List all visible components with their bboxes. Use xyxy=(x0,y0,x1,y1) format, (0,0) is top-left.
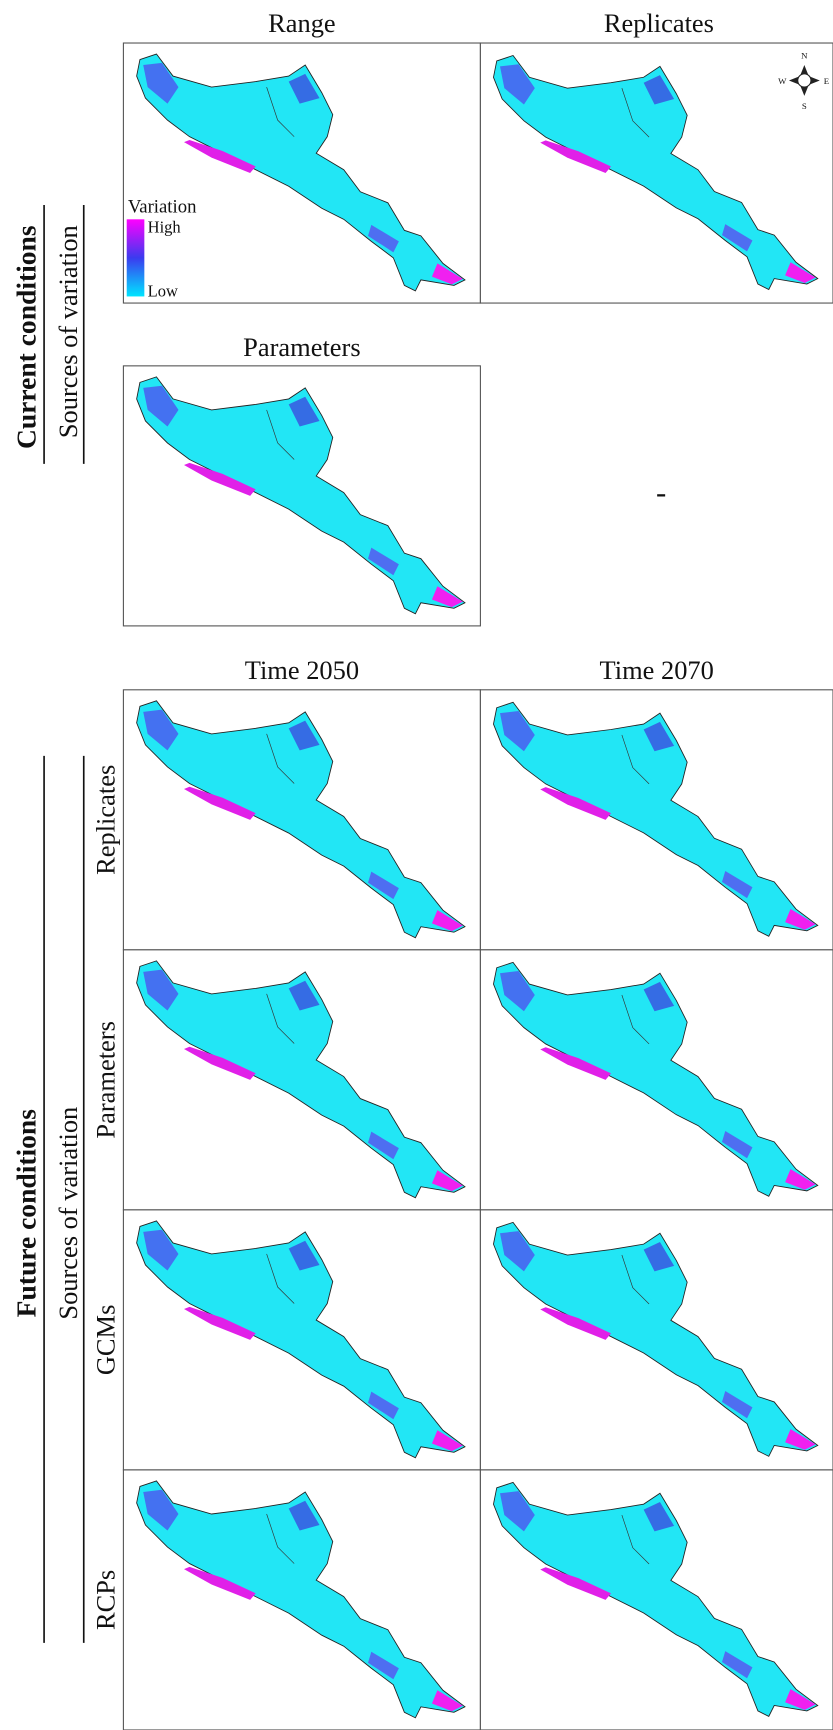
column-title: Time 2070 xyxy=(600,655,714,685)
row-label: Replicates xyxy=(91,765,121,875)
panel-title: Range xyxy=(268,8,336,38)
current-title: Current conditions xyxy=(10,225,41,449)
column-title: Time 2050 xyxy=(245,655,359,685)
compass-s: S xyxy=(802,101,807,111)
legend-gradient xyxy=(126,219,145,297)
compass-w: W xyxy=(778,76,787,86)
future-title: Future conditions xyxy=(10,1109,41,1318)
empty-panel: - xyxy=(656,475,666,509)
legend-title: Variation xyxy=(128,197,197,218)
legend-low: Low xyxy=(148,281,178,300)
current-subtitle: Sources of variation xyxy=(53,225,83,438)
panel-title: Replicates xyxy=(604,8,714,38)
panel-title: Parameters xyxy=(243,332,360,362)
compass-e: E xyxy=(824,76,829,86)
row-label: Parameters xyxy=(91,1021,121,1138)
row-label: GCMs xyxy=(91,1305,121,1376)
legend-high: High xyxy=(148,218,182,237)
compass: N S E W xyxy=(778,50,829,111)
future-grid: Time 2050 Time 2070 Replicates Parameters GC… xyxy=(91,655,833,1730)
row-label: RCPs xyxy=(91,1570,121,1630)
compass-n: N xyxy=(801,50,808,60)
future-subtitle: Sources of variation xyxy=(53,1107,83,1320)
